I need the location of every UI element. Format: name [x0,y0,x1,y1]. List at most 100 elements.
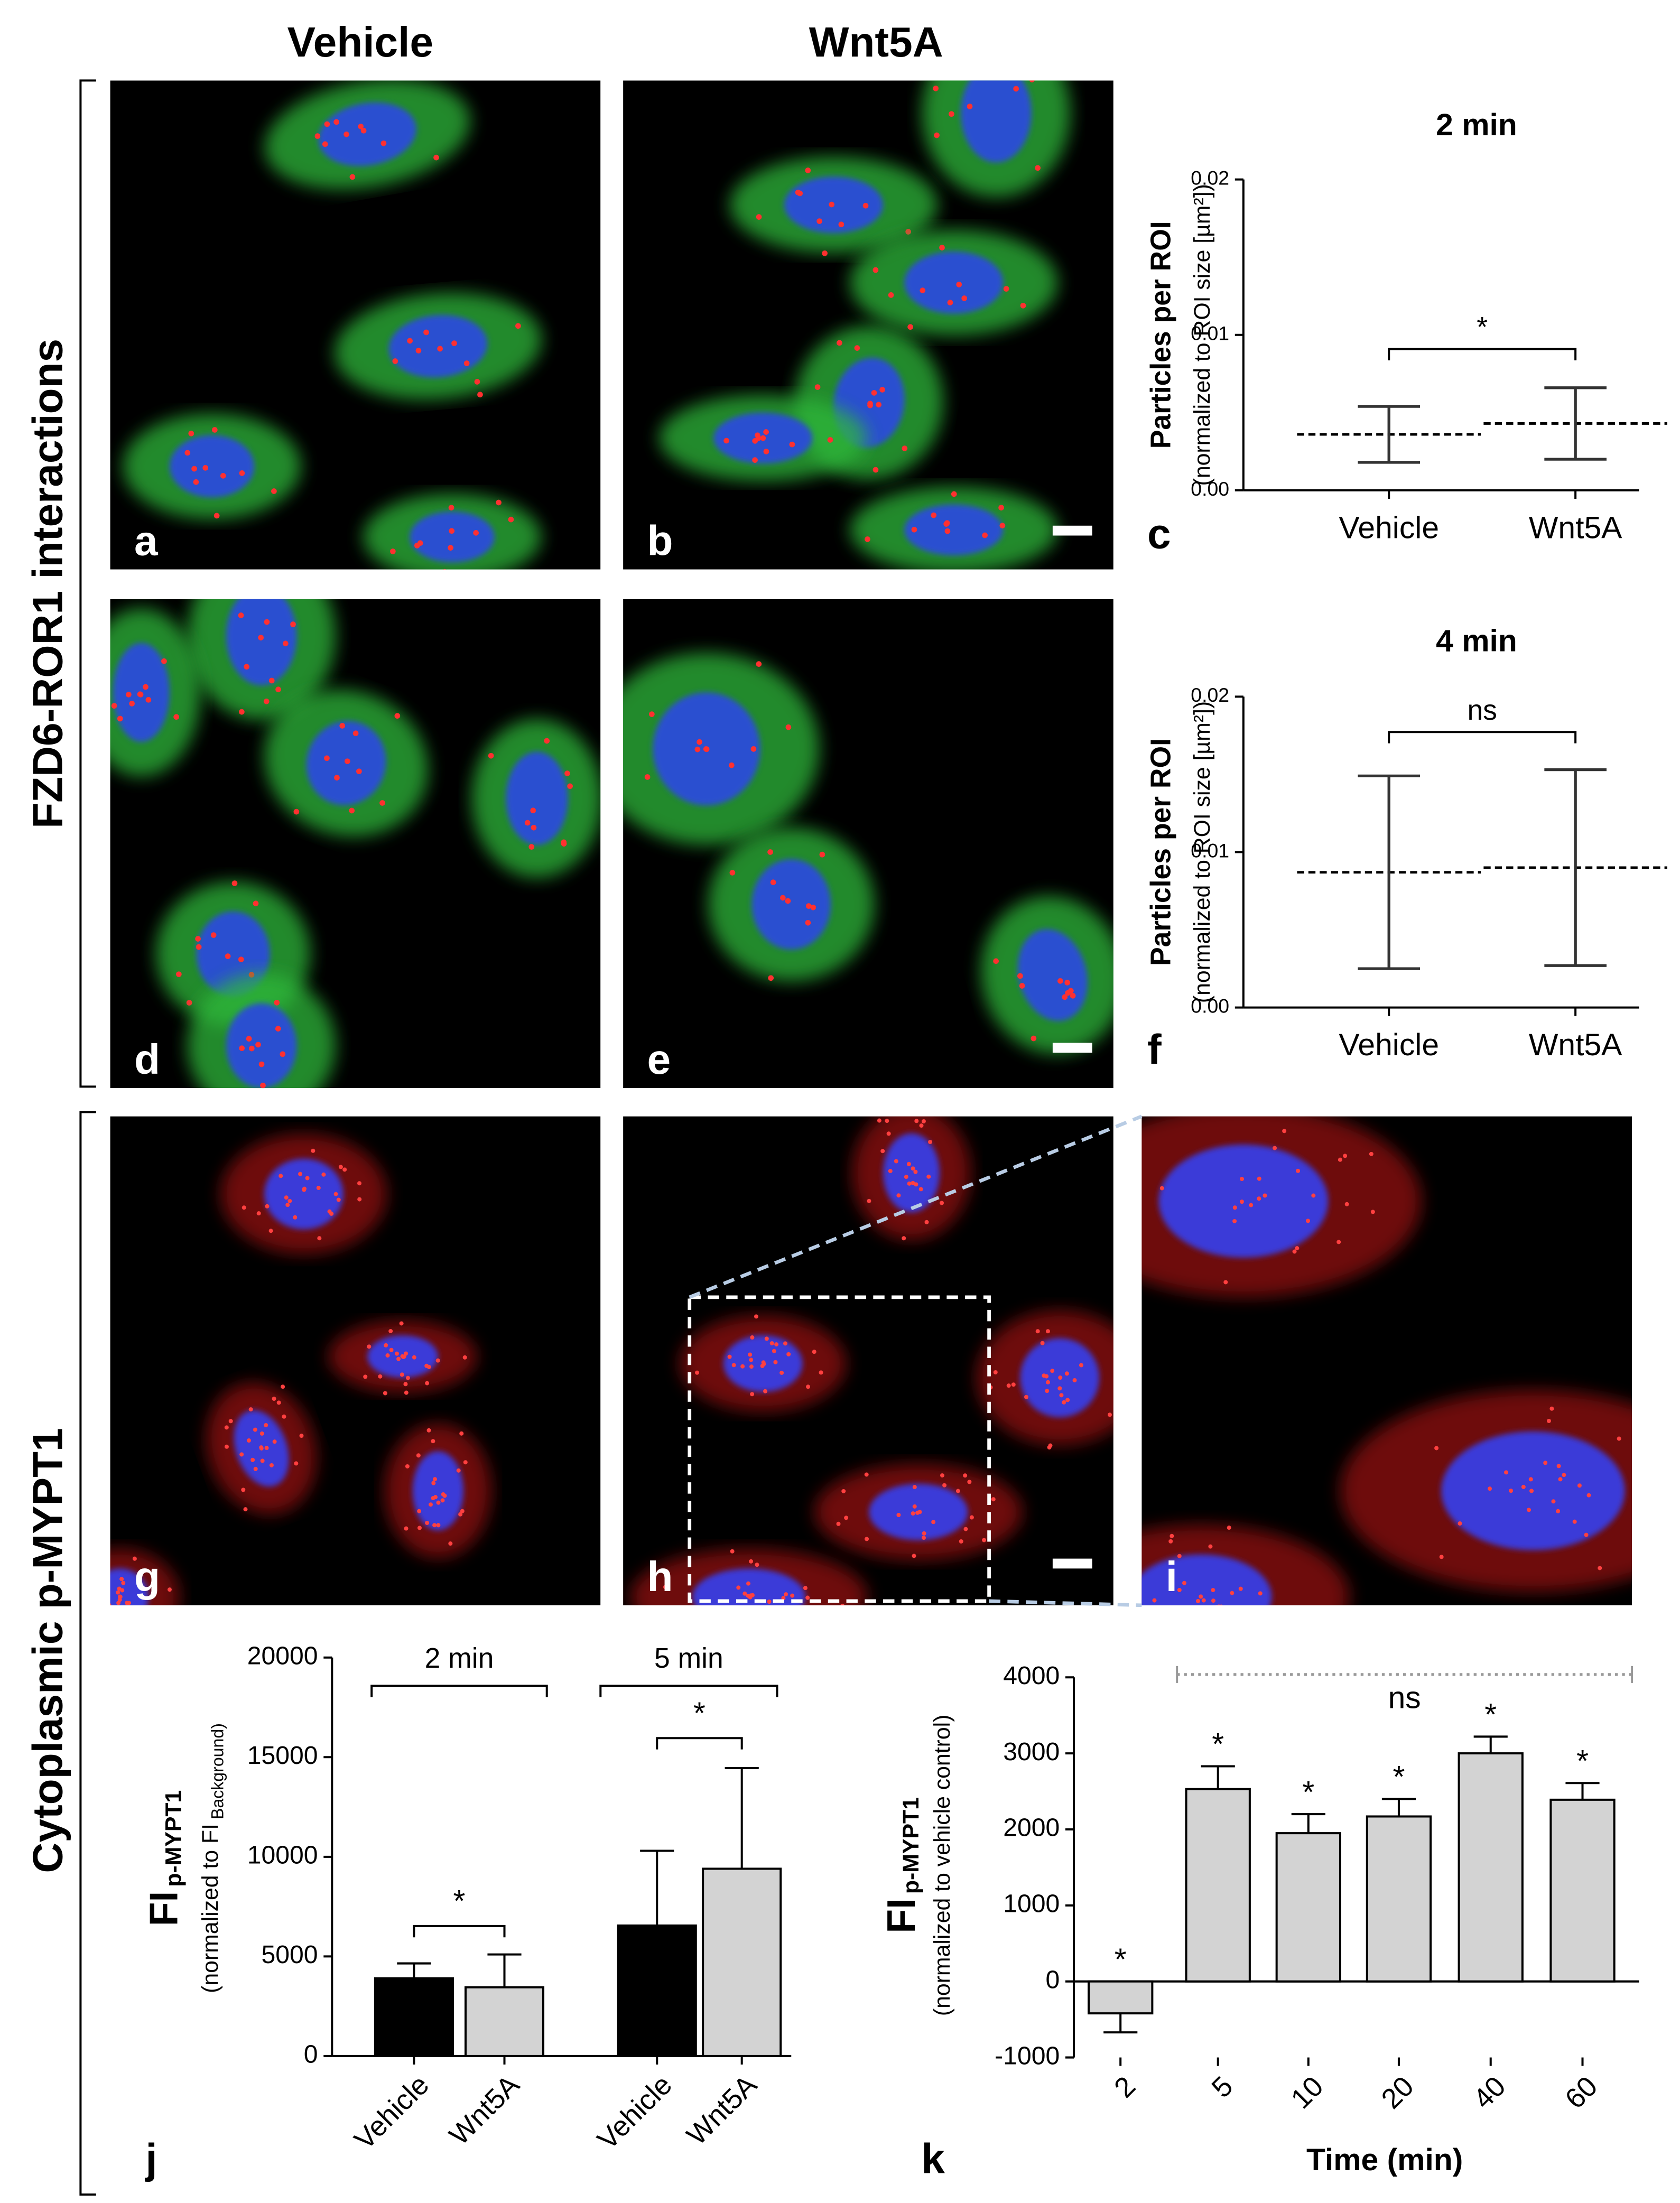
puncta [805,903,812,909]
speckle [1526,1508,1531,1512]
speckle [311,1148,315,1153]
speckle [1241,1655,1245,1659]
puncta [255,1042,261,1048]
speckle [767,1600,772,1604]
nucleus [318,102,416,166]
speckle [242,1205,246,1210]
speckle [888,1111,893,1116]
nucleus [388,314,488,378]
speckle [1044,1374,1049,1379]
speckle [281,1384,285,1389]
speckle [748,1595,753,1600]
puncta [477,392,483,398]
speckle [1057,1386,1062,1391]
y-axis-label-2: (normalized to ROI size [µm²]) [1190,184,1215,486]
puncta [1020,302,1026,309]
speckle [460,1509,465,1513]
speckle [663,1585,667,1589]
speckle [1072,1378,1077,1383]
y-tick-label: 0.00 [1191,478,1229,500]
speckle [272,1396,276,1401]
speckle [357,1181,362,1186]
speckle [1556,1464,1561,1468]
speckle [333,1192,338,1196]
speckle [293,1215,298,1220]
significance-bracket [413,1925,506,1938]
speckle [1543,1461,1548,1465]
y-axis-label: FI p-MYPT1 [879,1797,924,1934]
puncta [827,437,833,443]
nucleus [961,80,1032,163]
puncta [697,739,702,745]
puncta [756,661,762,667]
nucleus [412,1451,463,1531]
puncta [750,746,757,752]
speckle [1344,1202,1349,1206]
speckle [1199,1594,1203,1599]
speckle [416,1453,421,1458]
speckle [167,1587,172,1592]
speckle [1201,1598,1206,1603]
puncta [805,168,811,173]
puncta [195,936,201,942]
y-tick-label: 3000 [1003,1737,1060,1766]
speckle [991,1497,996,1502]
speckle [928,1140,933,1145]
significance-bracket [656,1737,743,1750]
speckle [864,1472,869,1477]
speckle [1586,1493,1591,1498]
significance-label: * [1302,1775,1314,1809]
puncta [763,429,769,435]
panel-letter: i [1166,1553,1177,1600]
speckle [432,1523,437,1528]
bar [464,1986,545,2057]
puncta [264,619,270,625]
significance-label: * [693,1696,706,1731]
speckle [1208,1544,1213,1549]
puncta [1003,286,1009,292]
puncta [694,746,701,752]
x-tick-label: Vehicle [349,2069,435,2156]
speckle [259,1431,264,1436]
puncta [920,287,926,293]
significance-label: * [1576,1744,1589,1778]
speckle [694,1370,700,1375]
puncta [967,104,973,109]
speckle [939,1201,944,1205]
speckle [769,1341,774,1346]
bar [1549,1798,1616,1983]
speckle [754,1314,758,1319]
puncta [770,879,776,886]
puncta [176,971,182,978]
speckle [1439,1555,1444,1559]
speckle [1135,1588,1139,1592]
panel-letter: f [1147,1025,1162,1073]
speckle [803,1586,807,1591]
puncta [379,800,385,806]
speckle [779,1370,784,1375]
speckle [1062,1400,1066,1405]
speckle [224,1425,229,1430]
speckle [1182,1581,1187,1585]
speckle [228,1419,233,1424]
puncta [1031,1035,1037,1042]
puncta [939,245,945,250]
speckle [760,1363,765,1368]
speckle [279,1174,283,1178]
puncta [805,919,811,926]
speckle [1177,1554,1182,1558]
row-bracket [79,1111,96,2196]
speckle [1336,1240,1341,1244]
x-tick-label: Vehicle [1339,1028,1439,1062]
puncta [1017,973,1023,979]
y-axis-label-sub: p-MYPT1 [898,1797,924,1894]
puncta [394,713,401,719]
puncta [763,449,769,454]
speckle [840,1603,844,1605]
puncta [380,140,387,146]
puncta [496,499,502,506]
puncta [873,267,879,273]
puncta [356,768,362,775]
puncta [225,953,231,959]
speckle [316,1186,321,1191]
